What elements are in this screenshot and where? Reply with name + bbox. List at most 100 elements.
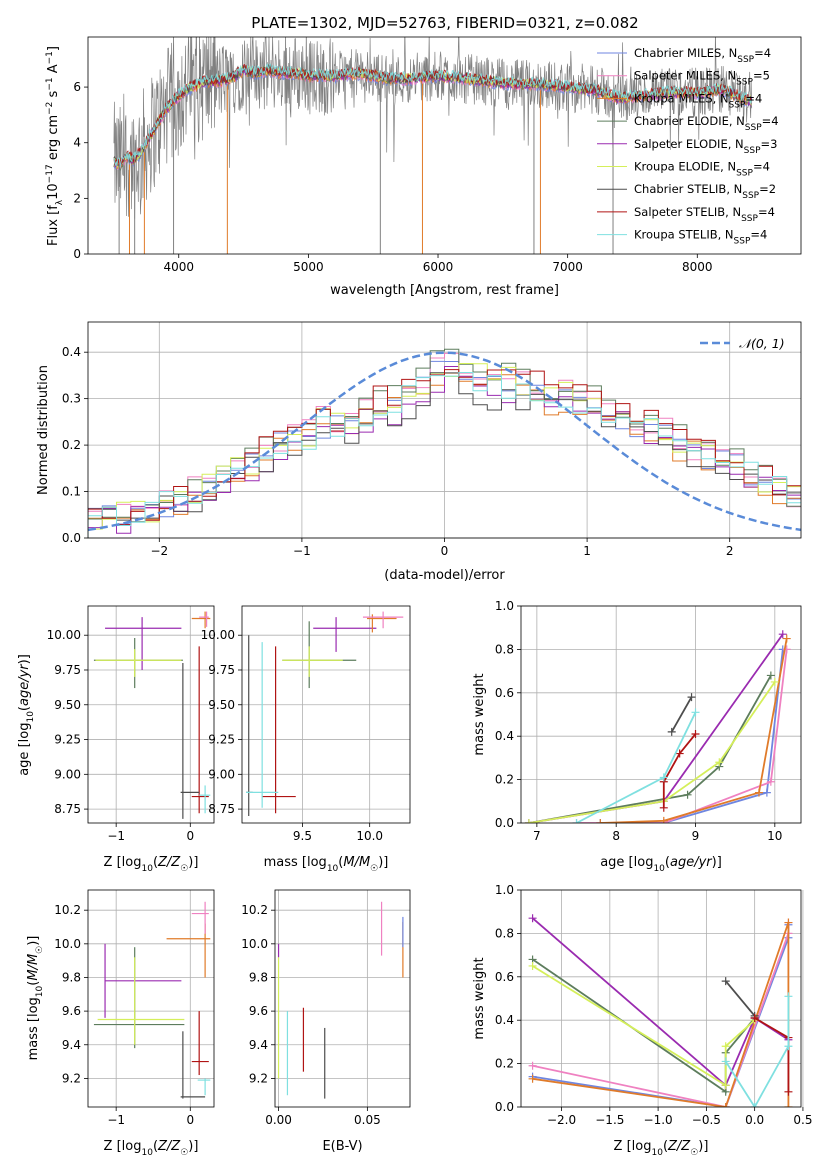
label-part: ☉ [690,1148,698,1158]
x-tick-label: 1 [583,544,591,558]
label-part: 10 [141,864,153,874]
x-tick-label: 0.00 [265,1113,292,1127]
label-part: erg cm [46,115,61,164]
x-axis-label: Z [log10(Z/Z☉)] [104,855,199,874]
y-tick-label: 10.00 [201,628,235,642]
legend-entry: Salpeter MILES, NSSP=5 [634,69,770,88]
label-part: =5 [753,69,770,83]
residuals-panel: −2 −1 0 1 2 0.0 0.1 0.2 0.3 0.4 𝒩(0, 1) (data-model… [36,321,802,583]
y-tick-label: 0.6 [495,970,514,984]
label-part: 10 [35,985,45,997]
weight-marker [784,1103,793,1107]
x-tick-label: 10 [767,829,782,843]
label-part: Flux [f [46,205,61,246]
weight-marker [659,773,668,782]
x-tick-label: 0.05 [354,1113,381,1127]
x-tick-label: −1.5 [595,1113,624,1127]
label-part: ( [26,981,41,986]
y-tick-label: 10.0 [54,937,81,951]
y-tick-label: 9.25 [208,733,235,747]
y-tick-label: 0.2 [495,1057,514,1071]
label-part: =4 [762,114,779,128]
label-part: =4 [750,228,767,242]
y-axis-label: mass weight [472,673,487,755]
label-part: Chabrier STELIB, N [634,182,742,196]
weight-marker [524,819,533,823]
weight-marker [721,977,730,986]
x-axis-label: (data-model)/error [384,568,505,583]
axes-frame [87,36,802,255]
weight-marker [782,634,791,643]
y-tick-label: 10.0 [241,937,268,951]
label-part: SSP [744,146,761,156]
x-tick-label: 0.5 [793,1113,812,1127]
axes-frame [520,605,802,824]
weight-marker [691,730,700,739]
weight-marker [778,630,787,639]
weight-line [725,980,756,1017]
label-part: M/M [26,954,41,981]
weight-marker [721,1103,730,1107]
label-part: Z/Z [157,855,181,870]
label-part: ( [663,1139,668,1154]
x-tick-label: 9.5 [293,829,312,843]
y-tick-label: 9.25 [54,733,81,747]
x-tick-label: 10.0 [356,829,383,843]
label-part: SSP [742,191,759,201]
weight-marker [528,914,537,923]
label-part: ( [338,855,343,870]
y-tick-label: 10.2 [54,903,81,917]
label-part: ( [665,855,670,870]
weight-marker [754,788,763,797]
label-part: )] [712,855,722,870]
plot-area [246,611,404,817]
label-part: SSP [745,123,762,133]
weight-marker [762,788,771,797]
axes-frame [520,889,802,1108]
y-tick-label: 8.75 [54,802,81,816]
label-part: Salpeter MILES, N [634,69,736,83]
label-part: )] [188,1139,198,1154]
plot-area [528,914,793,1107]
weight-marker [659,803,668,812]
x-tick-label: −1 [107,829,125,843]
y-tick-label: 0.3 [62,392,81,406]
label-part: =4 [745,91,762,105]
axes-frame [274,889,411,1108]
weight-line [600,649,784,823]
label-part: −1 [45,51,55,64]
label-part: λ [55,199,65,205]
weight-marker [784,1087,793,1096]
y-tick-label: 9.4 [249,1038,268,1052]
weight-marker [784,992,793,1001]
weight-marker [528,1074,537,1083]
y-tick-label: 10.2 [241,903,268,917]
label-part: 10 [141,1148,153,1158]
y-tick-label: 9.6 [62,1004,81,1018]
label-part: Kroupa STELIB, N [634,228,734,242]
y-tick-label: 1.0 [495,599,514,613]
label-part: ☉ [35,946,45,954]
age-vs-mass-panel: 9.5 10.0 8.75 9.00 9.25 9.50 9.75 10.00 mass [lo… [201,605,411,874]
label-part: SSP [736,78,753,88]
weight-line [528,633,784,823]
weight-vs-z-panel: −2.0 −1.5 −1.0 −0.5 0.0 0.5 0.0 0.2 0.4 0.6 0.8 1.0… [472,883,812,1158]
x-tick-label: −1.0 [644,1113,673,1127]
plot-area [524,630,791,823]
y-tick-label: 9.50 [208,698,235,712]
label-part: )] [188,855,198,870]
y-tick-label: 0 [73,247,81,261]
plot-area [113,37,753,254]
weight-marker [721,1042,730,1051]
x-tick-label: −0.5 [692,1113,721,1127]
weight-marker [784,1042,793,1051]
x-tick-label: 0 [441,544,449,558]
label-part: Z/Z [667,1139,691,1154]
y-tick-label: 4 [73,136,81,150]
plot-area [88,348,801,538]
label-part: ] [46,46,61,51]
x-axis-label: Z [log10(Z/Z☉)] [104,1139,199,1158]
y-tick-label: 0.4 [495,729,514,743]
label-part: 10 [653,864,665,874]
y-tick-label: 0.8 [495,642,514,656]
